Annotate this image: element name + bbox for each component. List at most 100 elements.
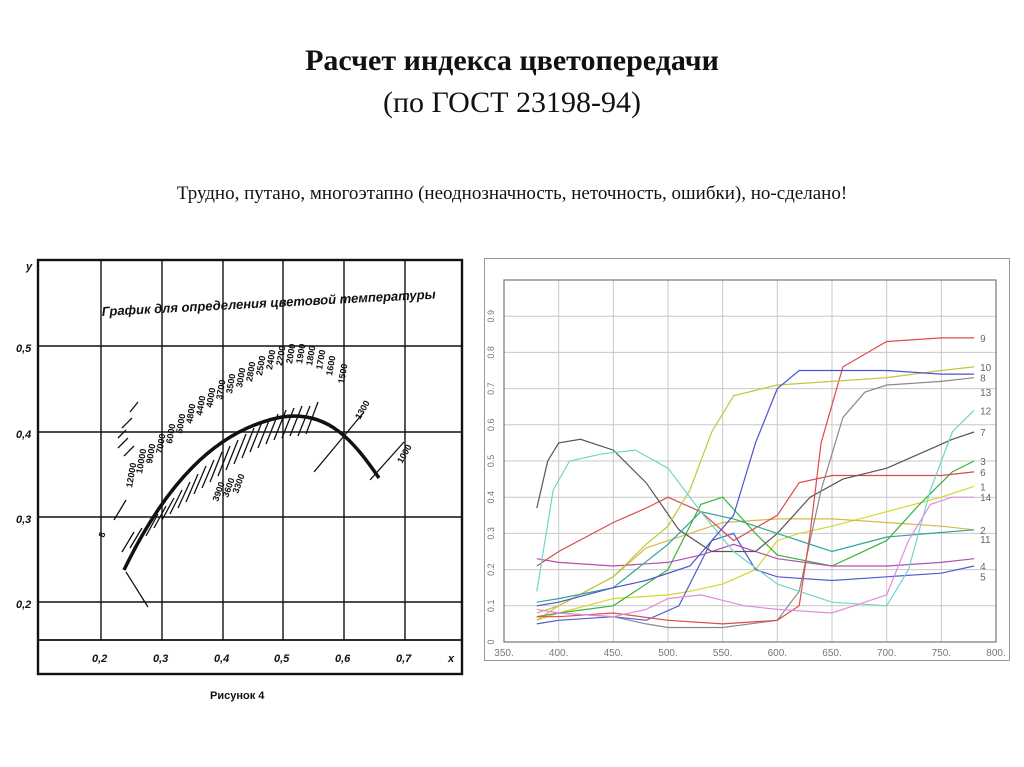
temp-label: 2000 bbox=[284, 343, 297, 364]
x-tick-label: 350. bbox=[494, 648, 513, 659]
temp-label: 1500 bbox=[336, 363, 349, 384]
y-tick-label: 0.3 bbox=[486, 527, 496, 540]
left-y-tick: 0,4 bbox=[16, 429, 31, 441]
series-label-14: 14 bbox=[980, 493, 992, 504]
temp-label: 12000 bbox=[124, 462, 138, 488]
temp-label: 2400 bbox=[264, 349, 277, 370]
x-tick-label: 500. bbox=[658, 648, 677, 659]
temp-label: 1000 bbox=[395, 443, 414, 465]
temperature-labels: 12000 10000 9000 7000 6000 5000 4800 440… bbox=[96, 343, 413, 539]
temp-label: 1800 bbox=[304, 345, 317, 366]
temp-label: 1700 bbox=[314, 349, 327, 370]
right-chart-x-ticks: 350. 400. 450. 500. 550. 600. 650. 700. 750. 800. bbox=[494, 648, 1005, 659]
series-label-4: 4 bbox=[980, 562, 986, 573]
temp-label: 3300 bbox=[230, 472, 246, 494]
temp-label: 1600 bbox=[324, 355, 337, 376]
x-tick-label: 700. bbox=[877, 648, 896, 659]
temp-label: 3000 bbox=[234, 367, 247, 388]
series-line-3 bbox=[536, 460, 975, 618]
series-line-14 bbox=[536, 496, 975, 618]
x-tick-label: 450. bbox=[604, 648, 623, 659]
left-x-tick: 0,7 bbox=[396, 653, 412, 665]
left-x-tick: 0,6 bbox=[335, 653, 351, 665]
x-tick-label: 750. bbox=[932, 648, 951, 659]
series-label-9: 9 bbox=[980, 334, 986, 345]
temp-label: 9000 bbox=[144, 443, 157, 464]
left-x-tick: 0,3 bbox=[153, 653, 168, 665]
x-tick-label: 550. bbox=[713, 648, 732, 659]
left-x-axis: 0,2 0,3 0,4 0,5 0,6 0,7 x bbox=[92, 653, 455, 665]
series-label-11: 11 bbox=[980, 535, 991, 546]
series-label-1: 1 bbox=[980, 482, 986, 493]
temp-label: 3700 bbox=[214, 379, 227, 400]
y-tick-label: 0.5 bbox=[486, 455, 496, 468]
temp-label: 10000 bbox=[134, 448, 148, 474]
locus-isotherms bbox=[113, 401, 405, 608]
x-tick-label: 800. bbox=[986, 648, 1005, 659]
left-y-tick: 0,5 bbox=[16, 343, 32, 355]
left-x-tick: 0,2 bbox=[92, 653, 107, 665]
series-label-6: 6 bbox=[980, 468, 986, 479]
temp-label: 4000 bbox=[204, 387, 217, 408]
series-label-2: 2 bbox=[980, 526, 986, 537]
spectral-reflectance-chart: 350. 400. 450. 500. 550. 600. 650. 700. 750. 800.… bbox=[484, 258, 1010, 661]
temp-label: 4400 bbox=[194, 395, 207, 416]
temp-label: 1900 bbox=[294, 343, 307, 364]
temp-label: 4800 bbox=[184, 403, 197, 424]
right-chart-series bbox=[536, 337, 975, 629]
series-label-3: 3 bbox=[980, 457, 986, 468]
y-tick-label: 0.4 bbox=[486, 491, 496, 504]
left-x-label: x bbox=[447, 653, 455, 665]
right-chart-grid bbox=[503, 279, 997, 643]
temp-label: 2500 bbox=[254, 355, 267, 376]
temp-label: 7000 bbox=[154, 433, 167, 454]
temp-label: 2800 bbox=[244, 361, 257, 382]
series-label-7: 7 bbox=[980, 428, 986, 439]
y-tick-label: 0 bbox=[486, 639, 496, 644]
left-y-label: y bbox=[25, 261, 33, 273]
series-line-13 bbox=[536, 369, 975, 607]
temp-label: 5000 bbox=[174, 413, 187, 434]
x-tick-label: 400. bbox=[549, 648, 568, 659]
series-label-12: 12 bbox=[980, 406, 992, 417]
y-tick-label: 0.6 bbox=[486, 419, 496, 432]
temp-label: 3500 bbox=[224, 373, 237, 394]
y-tick-label: 0.7 bbox=[486, 382, 496, 395]
x-tick-label: 600. bbox=[768, 648, 787, 659]
series-label-8: 8 bbox=[980, 374, 986, 385]
left-y-tick: 0,3 bbox=[16, 514, 31, 526]
slide-subtitle: (по ГОСТ 23198-94) bbox=[383, 86, 641, 119]
series-label-13: 13 bbox=[980, 388, 992, 399]
series-line-5 bbox=[536, 543, 975, 567]
left-x-tick: 0,4 bbox=[214, 653, 229, 665]
y-tick-label: 0.8 bbox=[486, 346, 496, 359]
temp-label: 1300 bbox=[353, 399, 372, 421]
color-temperature-chart: График для определения цветовой температ… bbox=[16, 258, 464, 702]
temp-label: 2200 bbox=[274, 345, 287, 366]
left-y-tick: 0,2 bbox=[16, 599, 31, 611]
planckian-locus bbox=[122, 414, 381, 571]
plot-area-frame bbox=[503, 279, 997, 643]
series-line-11 bbox=[536, 511, 975, 603]
y-tick-label: 0.9 bbox=[486, 310, 496, 323]
slide-title: Расчет индекса цветопередачи bbox=[305, 44, 719, 77]
series-label-5: 5 bbox=[980, 573, 986, 584]
slide-note: Трудно, путано, многоэтапно (неоднозначн… bbox=[176, 183, 848, 204]
right-chart-border bbox=[484, 258, 1010, 661]
left-chart-frame bbox=[36, 258, 464, 676]
right-chart-y-ticks: 0 0.1 0.2 0.3 0.4 0.5 0.6 0.7 0.8 0.9 bbox=[486, 310, 496, 645]
series-label-10: 10 bbox=[980, 363, 992, 374]
left-y-axis: y 0,5 0,4 0,3 0,2 bbox=[16, 261, 33, 611]
left-chart-caption: Рисунок 4 bbox=[210, 690, 265, 702]
temp-label: 8 bbox=[96, 531, 107, 539]
x-tick-label: 650. bbox=[822, 648, 841, 659]
y-tick-label: 0.2 bbox=[486, 563, 496, 576]
series-line-10 bbox=[536, 366, 975, 614]
left-x-tick: 0,5 bbox=[274, 653, 290, 665]
y-tick-label: 0.1 bbox=[486, 600, 496, 613]
temp-label: 6000 bbox=[164, 423, 177, 444]
series-line-9 bbox=[536, 337, 975, 625]
left-chart-heading: График для определения цветовой температ… bbox=[101, 287, 436, 319]
series-line-6 bbox=[536, 471, 975, 567]
